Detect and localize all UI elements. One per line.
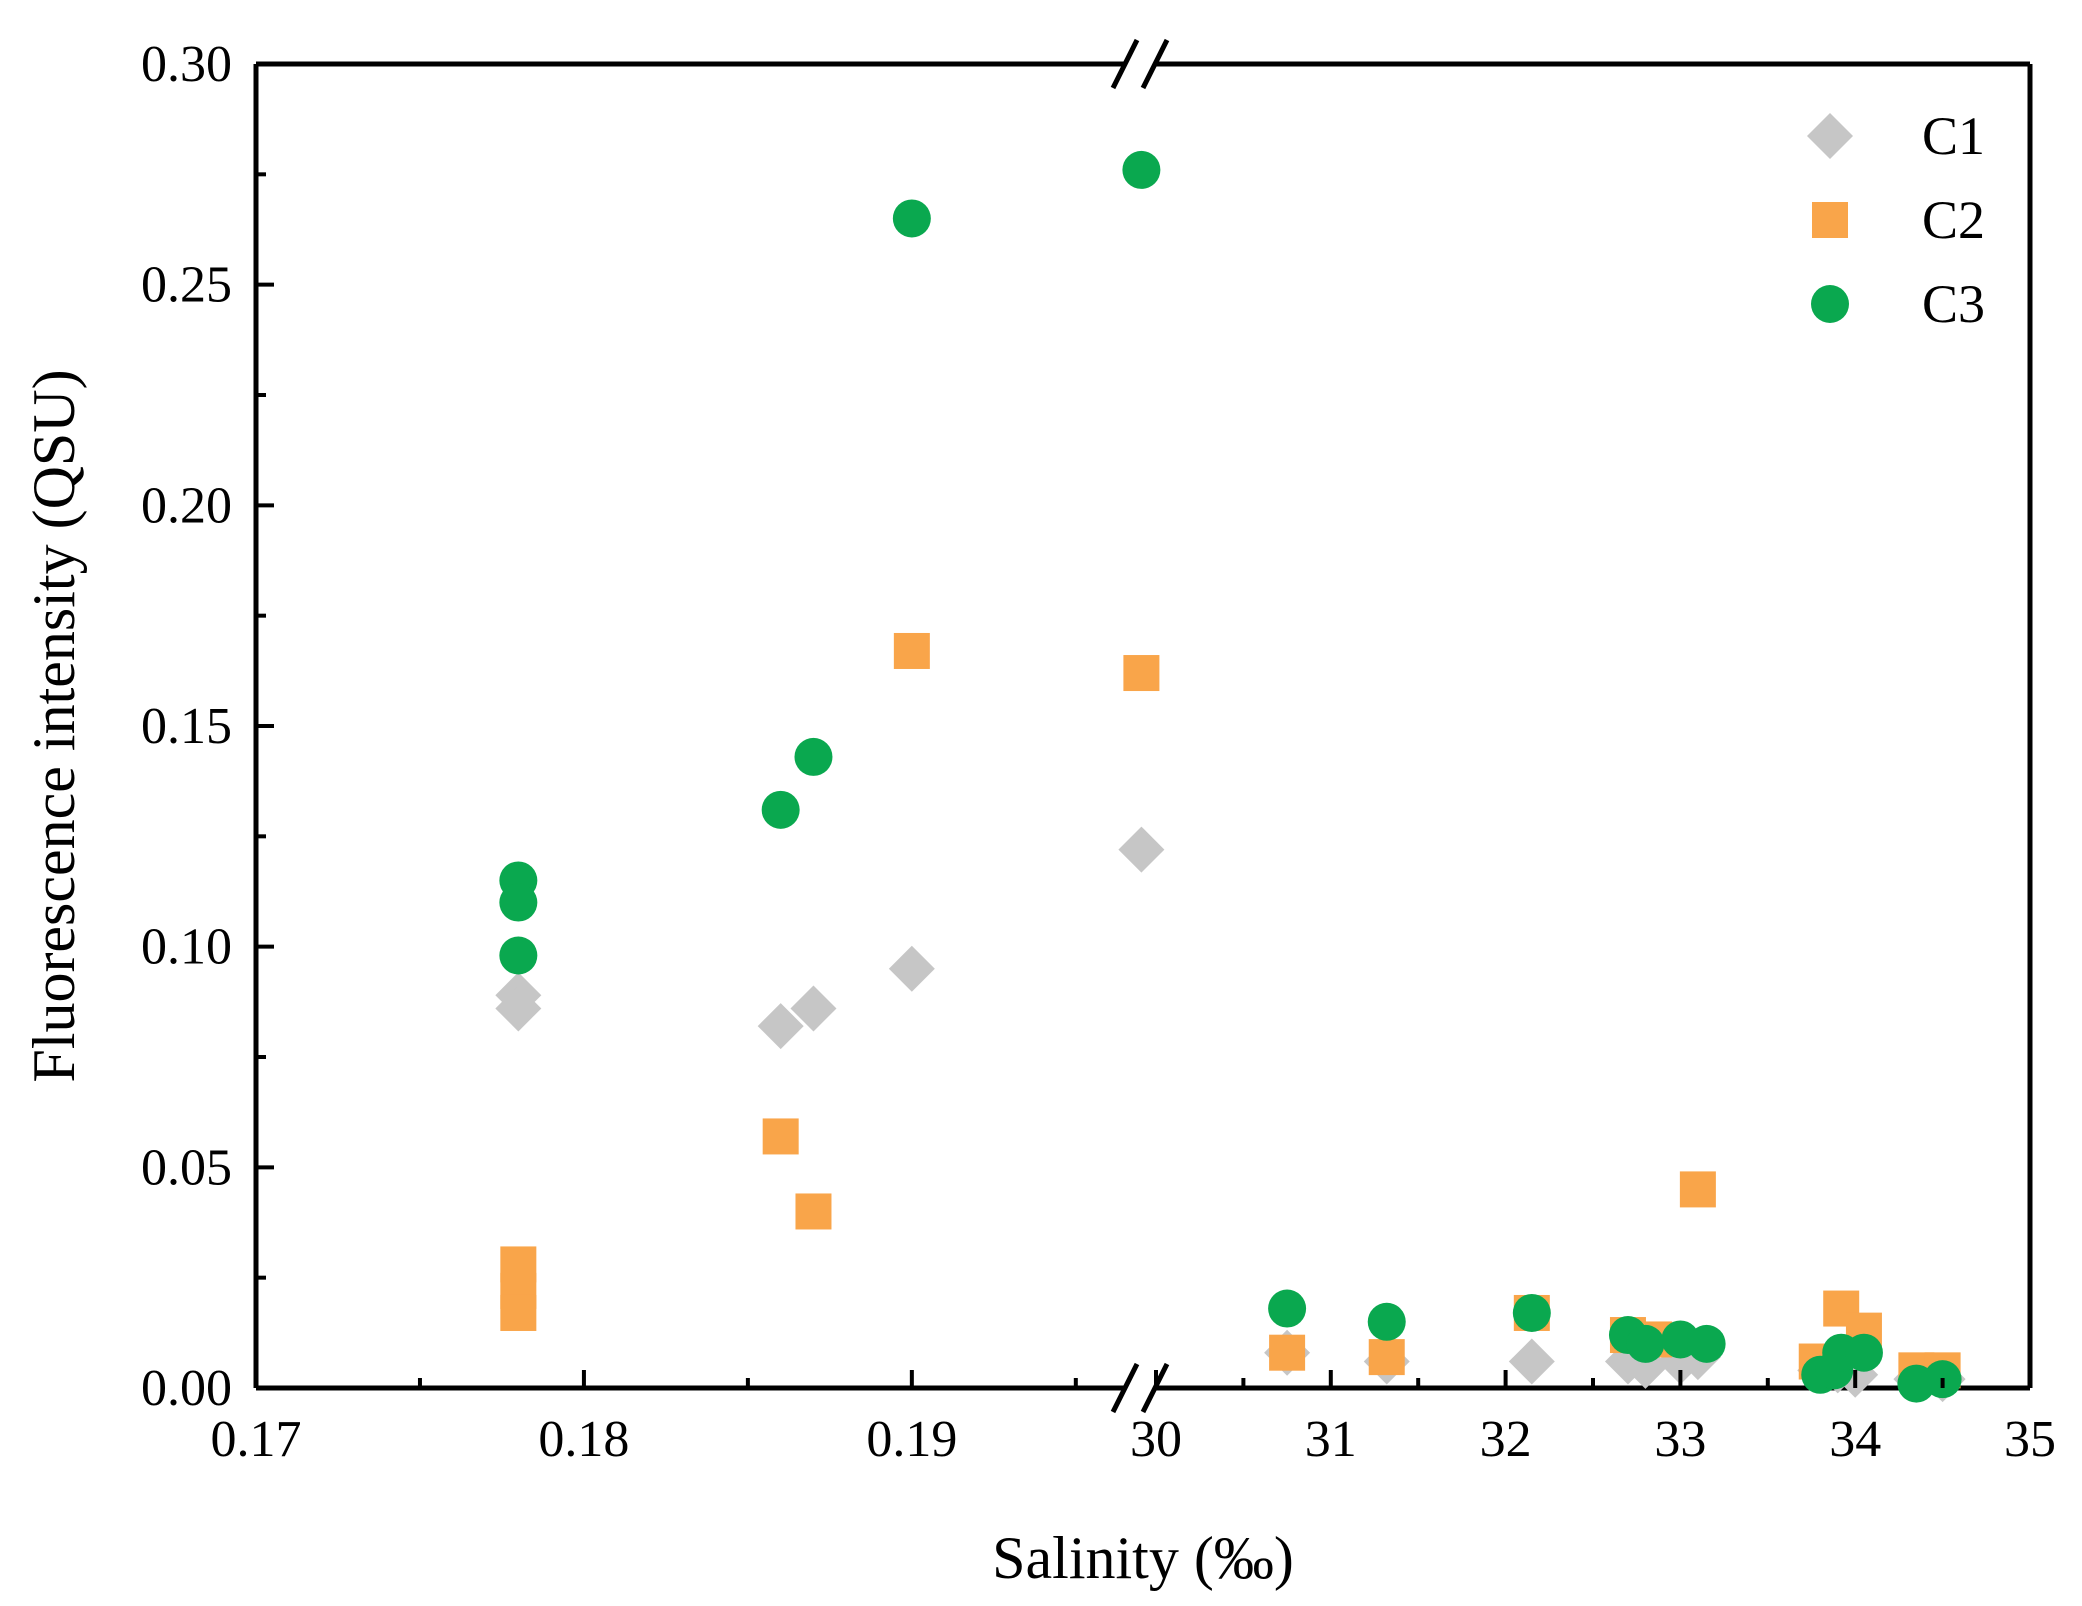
series-c2: [500, 632, 1961, 1389]
legend: C1 C2 C3: [1807, 106, 1985, 334]
legend-label: C3: [1922, 274, 1985, 334]
legend-item-c3: C3: [1811, 274, 1985, 334]
legend-marker-circle: [1811, 285, 1849, 323]
c1-point: [790, 985, 837, 1032]
legend-item-c1: C1: [1807, 106, 1985, 166]
c1-point: [757, 1003, 804, 1050]
c2-point: [500, 1294, 537, 1331]
c2-point: [1368, 1339, 1405, 1376]
axes: 0.00 0.05 0.10 0.15 0.20 0.25 0.30 0.17 0.18 0.19…: [141, 36, 2056, 1468]
c2-point: [1269, 1334, 1306, 1371]
c3-point: [1844, 1333, 1883, 1372]
c3-point: [1268, 1289, 1307, 1328]
break-slash: [1110, 1362, 1140, 1414]
y-tick-label: 0.20: [141, 477, 232, 534]
c3-point: [1687, 1324, 1726, 1363]
c3-point: [1122, 150, 1161, 189]
series-c1: [495, 826, 1966, 1403]
c1-point: [888, 945, 935, 992]
y-tick-label: 0.10: [141, 919, 232, 976]
y-tick-label: 0.05: [141, 1139, 232, 1196]
x-tick-label: 0.19: [866, 1411, 957, 1468]
x-tick-label: 32: [1480, 1411, 1532, 1468]
legend-item-c2: C2: [1812, 190, 1985, 250]
c2-point: [795, 1193, 832, 1230]
y-tick-label: 0.30: [141, 36, 232, 93]
legend-label: C2: [1922, 190, 1985, 250]
break-slash: [1110, 38, 1140, 90]
c3-point: [499, 883, 538, 922]
legend-marker-square: [1812, 202, 1848, 238]
c1-point: [495, 985, 542, 1032]
legend-marker-diamond: [1807, 113, 1853, 159]
plot-frame: [253, 38, 2033, 1414]
y-tick-label: 0.25: [141, 257, 232, 314]
x-tick-label: 30: [1130, 1411, 1182, 1468]
c3-point: [1367, 1302, 1406, 1341]
c3-point: [499, 936, 538, 975]
x-tick-label: 33: [1654, 1411, 1706, 1468]
x-tick-label: 34: [1829, 1411, 1881, 1468]
data-points: [495, 150, 1966, 1403]
c1-point: [1118, 826, 1165, 873]
x-axis-break-top: [1110, 38, 1170, 90]
x-tick-label: 0.18: [538, 1411, 629, 1468]
c2-point: [1679, 1171, 1716, 1208]
y-tick-label: 0.00: [141, 1360, 232, 1417]
series-c3: [499, 150, 1962, 1403]
c3-point: [1626, 1324, 1665, 1363]
c3-point: [761, 790, 800, 829]
x-tick-label: 31: [1305, 1411, 1357, 1468]
c2-point: [1123, 655, 1160, 692]
c2-point: [762, 1118, 799, 1155]
c2-point: [893, 632, 930, 669]
y-tick-label: 0.15: [141, 698, 232, 755]
c3-point: [794, 737, 833, 776]
legend-label: C1: [1922, 106, 1985, 166]
c3-point: [1512, 1293, 1551, 1332]
x-tick-label: 0.17: [211, 1411, 302, 1468]
y-axis-title: Fluorescence intensity (QSU): [21, 369, 87, 1082]
c3-point: [892, 199, 931, 238]
x-tick-label: 35: [2004, 1411, 2056, 1468]
break-slash: [1140, 38, 1170, 90]
x-axis-title: Salinity (‰): [992, 1525, 1294, 1591]
c1-point: [1508, 1338, 1555, 1385]
